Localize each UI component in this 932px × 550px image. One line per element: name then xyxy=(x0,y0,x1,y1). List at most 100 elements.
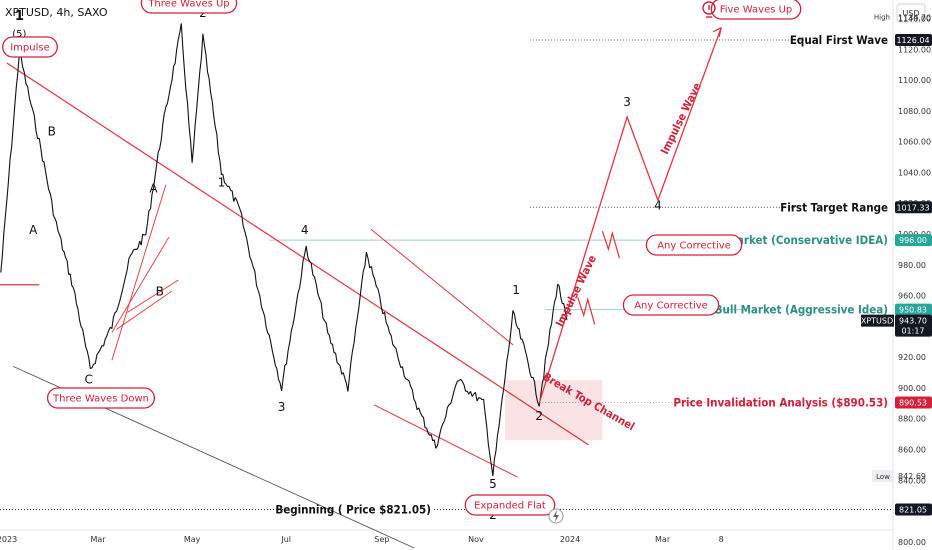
wave-label: 3 xyxy=(278,400,286,414)
time-tick-label: 8 xyxy=(719,535,724,544)
level-price-tag xyxy=(895,503,932,516)
level-price-tag xyxy=(895,234,932,247)
price-tick-label: 1040.00 xyxy=(898,168,931,177)
wave-label: 2 xyxy=(535,409,543,423)
last-price-tag xyxy=(895,314,932,337)
low-tag-box xyxy=(872,470,894,483)
low-label: Low xyxy=(876,473,890,481)
last-price: 943.70 xyxy=(899,317,927,326)
price-series xyxy=(0,23,568,477)
currency-label: USD xyxy=(902,9,919,18)
wave-label: A xyxy=(29,223,38,237)
note-text: Any Corrective xyxy=(657,241,731,252)
wave-label: B xyxy=(48,124,56,138)
price-tick-label: 920.00 xyxy=(898,353,926,362)
wave-label: 4 xyxy=(654,198,662,212)
impulse-note: Impulse xyxy=(2,36,58,58)
level-price-tag xyxy=(895,303,932,316)
note-text: Three Waves Up xyxy=(147,0,229,10)
any-corrective-note-aggressive: Any Corrective xyxy=(622,294,720,316)
abc-channel-upper xyxy=(111,184,167,361)
wave-label: A xyxy=(149,181,158,195)
level-label: Price Invalidation Analysis ($890.53) xyxy=(673,395,888,409)
currency-button[interactable] xyxy=(896,3,926,23)
level-label: Bull Market (Conservative IDEA) xyxy=(701,233,888,247)
three-waves-down-note: Three Waves Down xyxy=(46,387,156,409)
wave-label: 1 xyxy=(218,175,226,189)
wave-label: 5 xyxy=(489,477,497,491)
note-box xyxy=(622,294,720,316)
note-text: Three Waves Down xyxy=(52,394,149,405)
price-axis-panel[interactable] xyxy=(893,0,932,550)
price-tick-label: 840.00 xyxy=(898,476,926,485)
note-box xyxy=(645,234,743,256)
wave-label: 3 xyxy=(623,95,631,109)
wave-label: (5) xyxy=(12,29,26,40)
impulse-projection xyxy=(538,27,722,404)
level-label: Bull Market (Aggressive Idea) xyxy=(715,303,888,317)
bolt-shape xyxy=(553,510,559,522)
note-box xyxy=(710,0,802,20)
level-price-tag-label: 950.83 xyxy=(899,306,927,315)
three-waves-up-note: Three Waves Up xyxy=(140,0,238,14)
time-tick-label: May xyxy=(184,535,201,544)
level-label: Equal First Wave xyxy=(790,33,888,47)
price-tick-label: 860.00 xyxy=(898,445,926,454)
wave-label: 1 xyxy=(15,9,24,24)
downtrend-channel-top xyxy=(6,62,589,446)
wave-label: 1 xyxy=(512,283,520,297)
abc-channel-side xyxy=(127,279,179,313)
note-box xyxy=(2,36,58,58)
level-price-tag-label: 1017.33 xyxy=(896,203,929,212)
expanded-flat-note: Expanded Flat xyxy=(464,494,556,516)
price-tick-label: 1100.00 xyxy=(898,76,931,85)
level-price-tag-label: 1126.04 xyxy=(896,36,929,45)
invalidation-zone xyxy=(505,380,603,441)
price-tick-label: 1080.00 xyxy=(898,107,931,116)
note-box xyxy=(140,0,238,14)
level-price-tag xyxy=(895,396,932,409)
price-tick-label: 1120.00 xyxy=(898,45,931,54)
note-box xyxy=(46,387,156,409)
level-label: First Target Range xyxy=(780,200,888,214)
level-price-tag xyxy=(895,201,932,214)
price-tick-label: 800.00 xyxy=(898,538,926,547)
bar-countdown: 01:17 xyxy=(901,327,924,336)
time-tick-label: Mar xyxy=(90,535,106,544)
wave-four-upper-line xyxy=(370,228,514,346)
bulb-glass xyxy=(702,1,716,15)
aggressive-corrective-zigzag xyxy=(577,297,596,325)
low-value: 842.69 xyxy=(898,472,926,481)
price-tick-label: 900.00 xyxy=(898,384,926,393)
last-symbol-tag xyxy=(861,314,894,327)
wave-label: C xyxy=(85,372,93,386)
conservative-corrective-zigzag xyxy=(601,230,620,259)
note-text: Impulse xyxy=(10,43,50,54)
symbol-title[interactable]: XPTUSD, 4h, SAXO xyxy=(5,6,108,19)
time-tick-label: Mar xyxy=(655,535,671,544)
level-price-tag-label: 890.53 xyxy=(899,398,927,407)
abc-channel-bottom xyxy=(116,290,173,330)
time-tick-label: Nov xyxy=(468,535,484,544)
wave-label: B xyxy=(156,285,164,299)
abc-channel-lower xyxy=(111,236,170,333)
any-corrective-note-conservative: Any Corrective xyxy=(645,234,743,256)
last-symbol: XPTUSD xyxy=(861,317,893,326)
lightning-icon xyxy=(548,508,564,524)
time-tick-label: 2024 xyxy=(560,535,580,544)
price-tick-label: 980.00 xyxy=(898,261,926,270)
wave-label: 4 xyxy=(301,223,309,237)
lightbulb-icon xyxy=(702,1,716,18)
level-label: Beginning ( Price $821.05) xyxy=(275,502,431,516)
high-value: 1134.70 xyxy=(898,14,931,23)
level-price-tag xyxy=(895,33,932,46)
note-text: Expanded Flat xyxy=(474,501,546,512)
projection-arrowhead xyxy=(712,27,722,37)
note-text: Five Waves Up xyxy=(720,5,793,16)
chart-annotation: Impulse Wave xyxy=(658,80,704,156)
price-tick-label: 1060.00 xyxy=(898,138,931,147)
price-tick-label: 1140.00 xyxy=(898,14,931,23)
price-tick-label: 880.00 xyxy=(898,415,926,424)
